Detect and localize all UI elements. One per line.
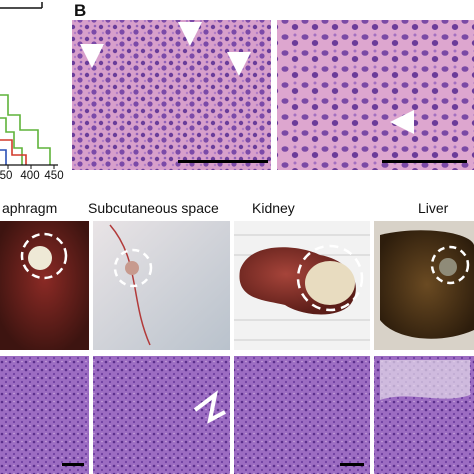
x-tick-label: 50: [0, 170, 12, 182]
site-label: aphragm: [2, 200, 57, 216]
histology-panel: [374, 356, 474, 474]
site-label: Liver: [418, 200, 449, 216]
photo: [0, 221, 89, 350]
x-tick-label: 450: [44, 170, 63, 182]
photo: [93, 221, 230, 350]
photo: [374, 221, 474, 350]
survival-curve: [0, 149, 7, 165]
histology-panel: [234, 356, 370, 474]
histology-panel: [277, 20, 474, 170]
site-label: Kidney: [252, 200, 295, 216]
histology-panel: [72, 20, 271, 170]
x-tick-label: 400: [20, 170, 39, 182]
site-label: Subcutaneous space: [88, 200, 219, 216]
survival-chart: 50 400 450: [0, 2, 64, 182]
survival-curve: [0, 117, 23, 165]
histology-panel: [0, 356, 89, 474]
panel-label: B: [74, 1, 86, 20]
survival-curve: [0, 139, 27, 165]
survival-curve: [0, 94, 51, 165]
photo: [234, 221, 370, 350]
histology-panel: [93, 356, 230, 474]
